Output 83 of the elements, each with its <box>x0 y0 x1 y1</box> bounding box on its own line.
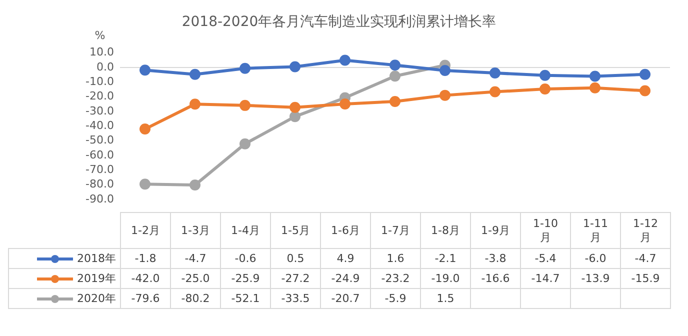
data-label: -6.0 <box>570 248 620 268</box>
y-tick-label: -70.0 <box>86 162 114 176</box>
point <box>590 82 600 94</box>
point <box>240 100 250 111</box>
x-tick-label: 1-4月 <box>220 212 270 248</box>
data-label: -79.6 <box>120 288 170 308</box>
y-tick-label: -30.0 <box>86 104 114 118</box>
data-label: 1.6 <box>370 248 420 268</box>
data-label: 4.9 <box>320 248 370 268</box>
x-tick-label: 1-10月 <box>520 212 570 248</box>
x-tick-label: 1-8月 <box>420 212 470 248</box>
x-tick-label: 1-6月 <box>320 212 370 248</box>
point <box>540 70 550 81</box>
data-label: 0.5 <box>270 248 320 268</box>
legend-label: 2019年 <box>8 268 120 288</box>
x-tick-label: 1-7月 <box>370 212 420 248</box>
y-tick-label: -10.0 <box>86 74 114 88</box>
point <box>440 65 450 76</box>
data-label: -15.9 <box>620 268 670 288</box>
data-label: -0.6 <box>220 248 270 268</box>
y-tick-label: -90.0 <box>86 192 114 206</box>
data-label: -1.8 <box>120 248 170 268</box>
data-label: -25.0 <box>170 268 220 288</box>
data-label: -23.2 <box>370 268 420 288</box>
point <box>340 54 350 66</box>
legend-label: 2018年 <box>8 248 120 268</box>
point <box>190 68 200 80</box>
data-label: -19.0 <box>420 268 470 288</box>
data-label: -13.9 <box>570 268 620 288</box>
y-tick-label: -80.0 <box>86 178 114 191</box>
data-label: -5.4 <box>520 248 570 268</box>
point <box>540 84 550 95</box>
x-tick-label: 1-11月 <box>570 212 620 248</box>
x-tick-label: 1-2月 <box>120 212 170 248</box>
x-tick-label: 1-3月 <box>170 212 220 248</box>
point <box>490 68 500 79</box>
y-tick-label: -60.0 <box>86 148 114 162</box>
x-tick-label: 1-5月 <box>270 212 320 248</box>
data-label: -3.8 <box>470 248 520 268</box>
y-tick-label: -50.0 <box>86 134 114 147</box>
data-label: -5.9 <box>370 288 420 308</box>
data-label: -33.5 <box>270 288 320 308</box>
x-tick-label: 1-9月 <box>470 212 520 248</box>
data-label: -4.7 <box>170 248 220 268</box>
point <box>490 86 500 98</box>
point <box>290 61 300 72</box>
data-label: -20.7 <box>320 288 370 308</box>
point <box>290 111 300 122</box>
data-label: -2.1 <box>420 248 470 268</box>
point <box>240 62 250 74</box>
data-label: -25.9 <box>220 268 270 288</box>
point <box>440 90 450 101</box>
data-label: -14.7 <box>520 268 570 288</box>
point <box>640 85 650 96</box>
point <box>290 102 300 113</box>
point <box>640 68 650 80</box>
point <box>390 96 400 107</box>
data-label: -16.6 <box>470 268 520 288</box>
data-label: -27.2 <box>270 268 320 288</box>
point <box>190 98 200 110</box>
data-label: -52.1 <box>220 288 270 308</box>
data-label: -42.0 <box>120 268 170 288</box>
point <box>390 70 400 82</box>
point <box>240 138 250 150</box>
data-label: -4.7 <box>620 248 670 268</box>
x-tick-label: 1-12月 <box>620 212 670 248</box>
y-tick-label: -20.0 <box>86 90 114 103</box>
data-label: -24.9 <box>320 268 370 288</box>
y-tick-label: 0.0 <box>96 60 114 74</box>
data-label: -80.2 <box>170 288 220 308</box>
point <box>140 124 150 135</box>
point <box>140 64 150 76</box>
chart-title: 2018-2020年各月汽车制造业实现利润累计增长率 <box>182 14 496 30</box>
data-label: 1.5 <box>420 288 470 308</box>
point <box>190 180 200 191</box>
point <box>390 60 400 71</box>
point <box>340 98 350 110</box>
point <box>140 178 150 190</box>
y-tick-label: -40.0 <box>86 118 114 132</box>
point <box>590 70 600 82</box>
legend-label: 2020年 <box>8 288 120 308</box>
y-tick-label: 10.0 <box>90 46 114 59</box>
y-axis-title: % <box>94 28 106 42</box>
